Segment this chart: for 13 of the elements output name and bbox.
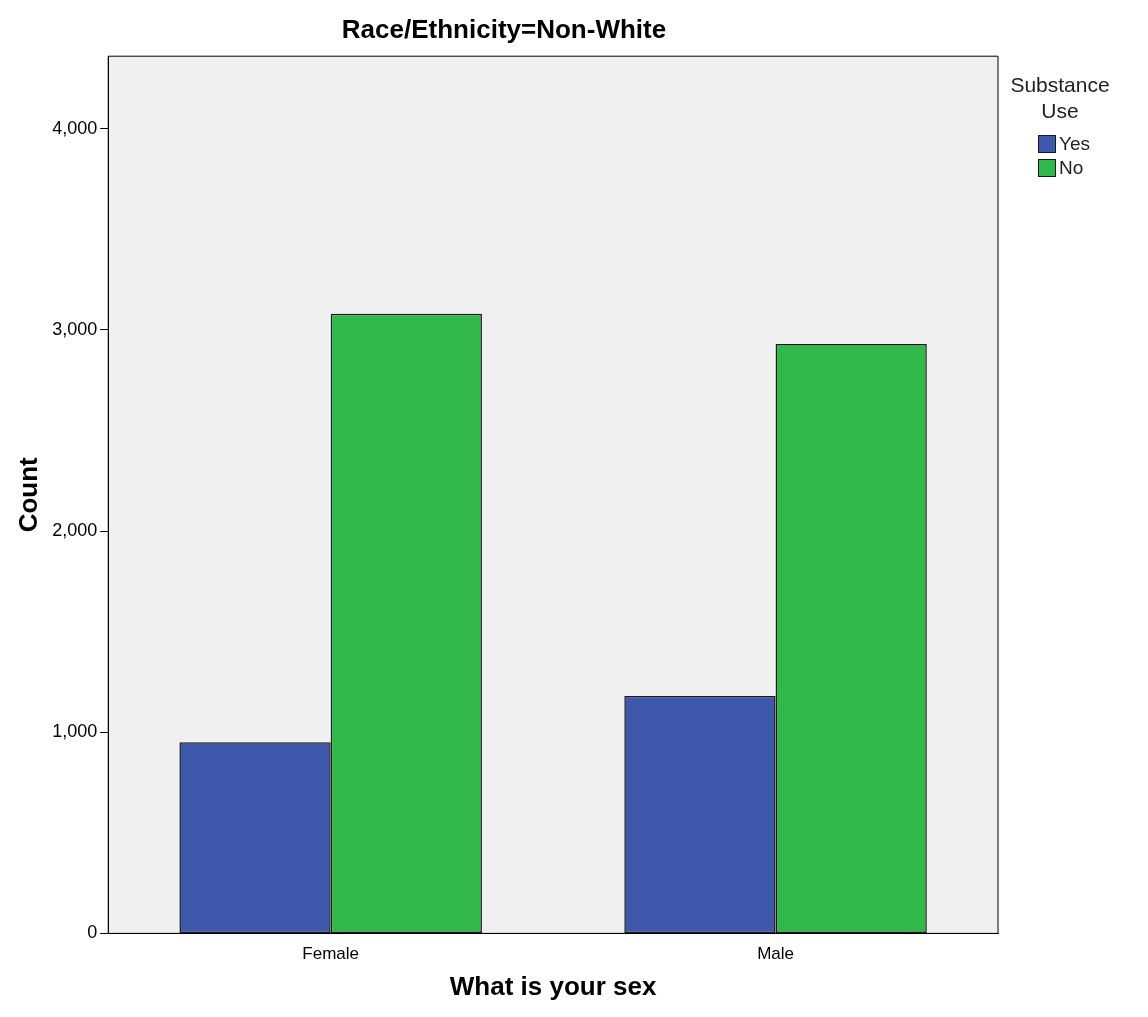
y-axis-title: Count: [12, 456, 43, 533]
legend-label: No: [1059, 156, 1084, 180]
y-tick-label: 1,000: [52, 721, 98, 742]
x-tick-label: Male: [757, 944, 794, 964]
y-tick-label: 2,000: [52, 519, 98, 540]
x-axis-title: What is your sex: [449, 970, 657, 1001]
y-tick-label: 4,000: [52, 117, 98, 138]
y-tick-label: 0: [87, 922, 98, 943]
x-tick-label: Female: [302, 944, 360, 964]
y-tick-label: 3,000: [52, 318, 98, 339]
legend-label: Yes: [1059, 132, 1090, 156]
legend-title: Substance Use: [1009, 72, 1111, 124]
chart-title: Race/Ethnicity=Non-White: [341, 13, 667, 44]
